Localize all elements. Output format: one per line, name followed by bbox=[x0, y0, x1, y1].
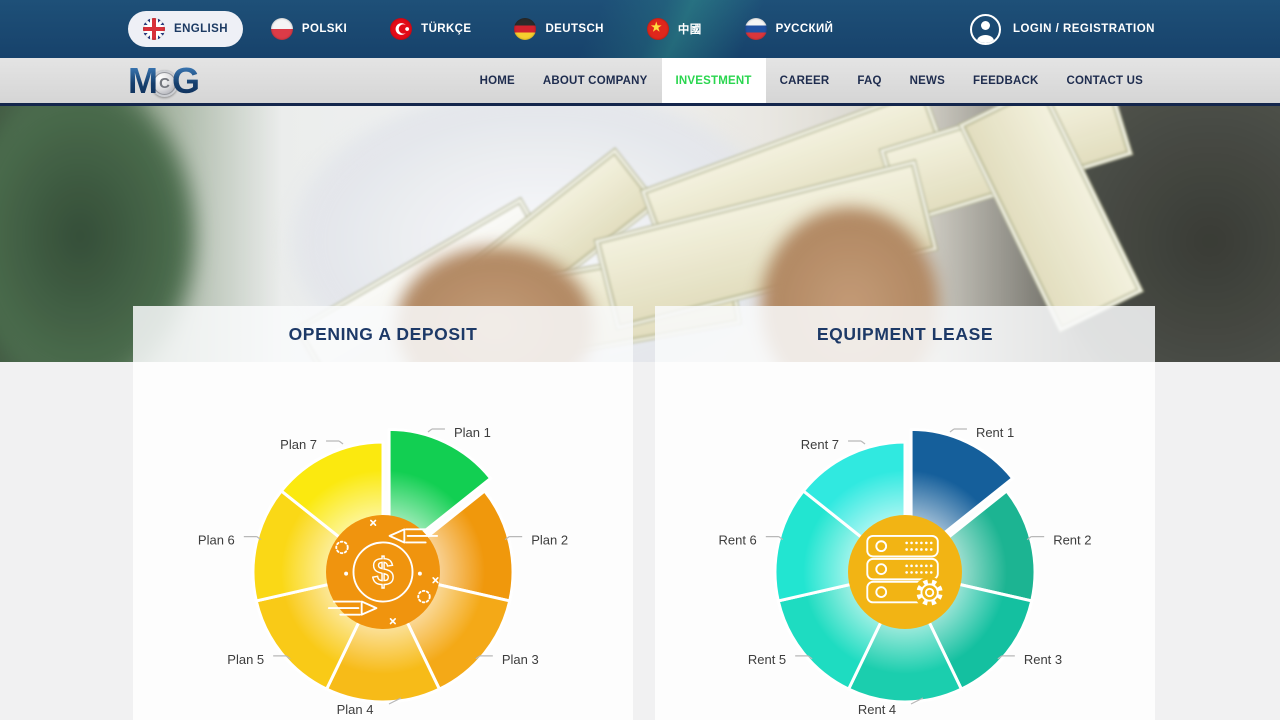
russia-flag-icon bbox=[744, 18, 767, 40]
nav-item-investment[interactable]: INVESTMENT bbox=[661, 58, 766, 103]
section-title-deposit: OPENING A DEPOSIT bbox=[133, 306, 633, 362]
main-nav: M C G HOME ABOUT COMPANY INVESTMENT CAREER F… bbox=[0, 58, 1280, 106]
nav-item-about-company[interactable]: ABOUT COMPANY bbox=[542, 74, 648, 87]
hero-photo: OPENING A DEPOSIT EQUIPMENT LEASE bbox=[0, 106, 1280, 362]
language-germany[interactable]: DEUTSCH bbox=[499, 11, 618, 47]
nav-menu: HOME ABOUT COMPANY INVESTMENT CAREER FAQ NEWS… bbox=[466, 58, 1157, 103]
poland-flag-icon bbox=[270, 18, 293, 40]
logo-letter-m: M bbox=[128, 59, 158, 101]
content: $ Plan 1 Plan 2 Plan 3 Plan 4 Plan 5 Plan 6 Pla… bbox=[0, 362, 1280, 720]
nav-item-home[interactable]: HOME bbox=[479, 74, 515, 87]
pie-label-plan-6: Plan 6 bbox=[198, 533, 235, 548]
logo-letter-g: G bbox=[172, 59, 200, 101]
nav-item-feedback[interactable]: FEEDBACK bbox=[972, 74, 1039, 87]
nav-item-faq[interactable]: FAQ bbox=[857, 74, 882, 87]
pie-label-plan-5: Plan 5 bbox=[227, 652, 264, 667]
language-switcher: ENGLISH POLSKI TÜRKÇE DEUTSCH 中國 РУССКИЙ bbox=[128, 0, 848, 58]
pie-label-rent-5: Rent 5 bbox=[748, 652, 786, 667]
login-registration-button[interactable]: LOGIN / REGISTRATION bbox=[969, 0, 1155, 58]
pie-center-disc bbox=[848, 515, 962, 629]
language-label: POLSKI bbox=[301, 23, 348, 35]
pie-label-plan-3: Plan 3 bbox=[502, 652, 539, 667]
pie-label-plan-4: Plan 4 bbox=[337, 702, 374, 717]
pie-label-plan-2: Plan 2 bbox=[531, 533, 568, 548]
section-title-lease: EQUIPMENT LEASE bbox=[655, 306, 1155, 362]
svg-text:$: $ bbox=[372, 551, 393, 594]
pie-chart-opening-a-deposit: $ Plan 1 Plan 2 Plan 3 Plan 4 Plan 5 Plan 6 Pla… bbox=[198, 425, 568, 717]
nav-item-career[interactable]: CAREER bbox=[779, 74, 830, 87]
pie-label-rent-4: Rent 4 bbox=[858, 702, 896, 717]
pie-chart-equipment-lease: Rent 1 Rent 2 Rent 3 Rent 4 Rent 5 Rent 6 Rent… bbox=[718, 425, 1091, 717]
turkey-flag-icon bbox=[390, 18, 413, 40]
user-icon bbox=[969, 13, 1001, 45]
section-title: OPENING A DEPOSIT bbox=[288, 323, 478, 344]
china-flag-icon bbox=[646, 18, 669, 40]
money-exchange-icon: $ bbox=[327, 519, 439, 625]
pie-center-disc bbox=[326, 515, 440, 629]
pie-label-plan-1: Plan 1 bbox=[454, 425, 491, 440]
deposit-chart-panel: $ Plan 1 Plan 2 Plan 3 Plan 4 Plan 5 Plan 6 Pla… bbox=[133, 362, 633, 720]
logo-letter-c: C bbox=[159, 75, 170, 92]
nav-item-news[interactable]: NEWS bbox=[909, 74, 945, 87]
uk-flag-icon bbox=[143, 18, 165, 40]
pie-label-rent-7: Rent 7 bbox=[801, 437, 839, 452]
language-poland[interactable]: POLSKI bbox=[256, 11, 362, 47]
language-turkey[interactable]: TÜRKÇE bbox=[375, 11, 486, 47]
topbar: ENGLISH POLSKI TÜRKÇE DEUTSCH 中國 РУССКИЙ LOGI… bbox=[0, 0, 1280, 58]
login-registration-label: LOGIN / REGISTRATION bbox=[1012, 23, 1155, 35]
pie-label-plan-7: Plan 7 bbox=[280, 437, 317, 452]
lease-chart-panel: Rent 1 Rent 2 Rent 3 Rent 4 Rent 5 Rent 6 Rent… bbox=[655, 362, 1155, 720]
pie-label-rent-6: Rent 6 bbox=[718, 533, 756, 548]
pie-label-rent-2: Rent 2 bbox=[1053, 533, 1091, 548]
language-china[interactable]: 中國 bbox=[632, 11, 717, 47]
language-label: 中國 bbox=[677, 24, 702, 36]
coin-icon: C bbox=[151, 70, 178, 97]
language-uk[interactable]: ENGLISH bbox=[128, 11, 243, 47]
nav-item-contact-us[interactable]: CONTACT US bbox=[1066, 74, 1143, 87]
language-russia[interactable]: РУССКИЙ bbox=[730, 11, 849, 47]
pie-label-rent-3: Rent 3 bbox=[1024, 652, 1062, 667]
language-label: РУССКИЙ bbox=[775, 23, 834, 35]
language-label: ENGLISH bbox=[174, 23, 228, 35]
language-label: TÜRKÇE bbox=[421, 23, 472, 35]
server-lease-icon bbox=[866, 534, 946, 609]
pie-label-rent-1: Rent 1 bbox=[976, 425, 1014, 440]
germany-flag-icon bbox=[514, 18, 537, 40]
language-label: DEUTSCH bbox=[545, 23, 604, 35]
mcg-logo[interactable]: M C G bbox=[128, 58, 200, 103]
section-title: EQUIPMENT LEASE bbox=[816, 323, 994, 344]
